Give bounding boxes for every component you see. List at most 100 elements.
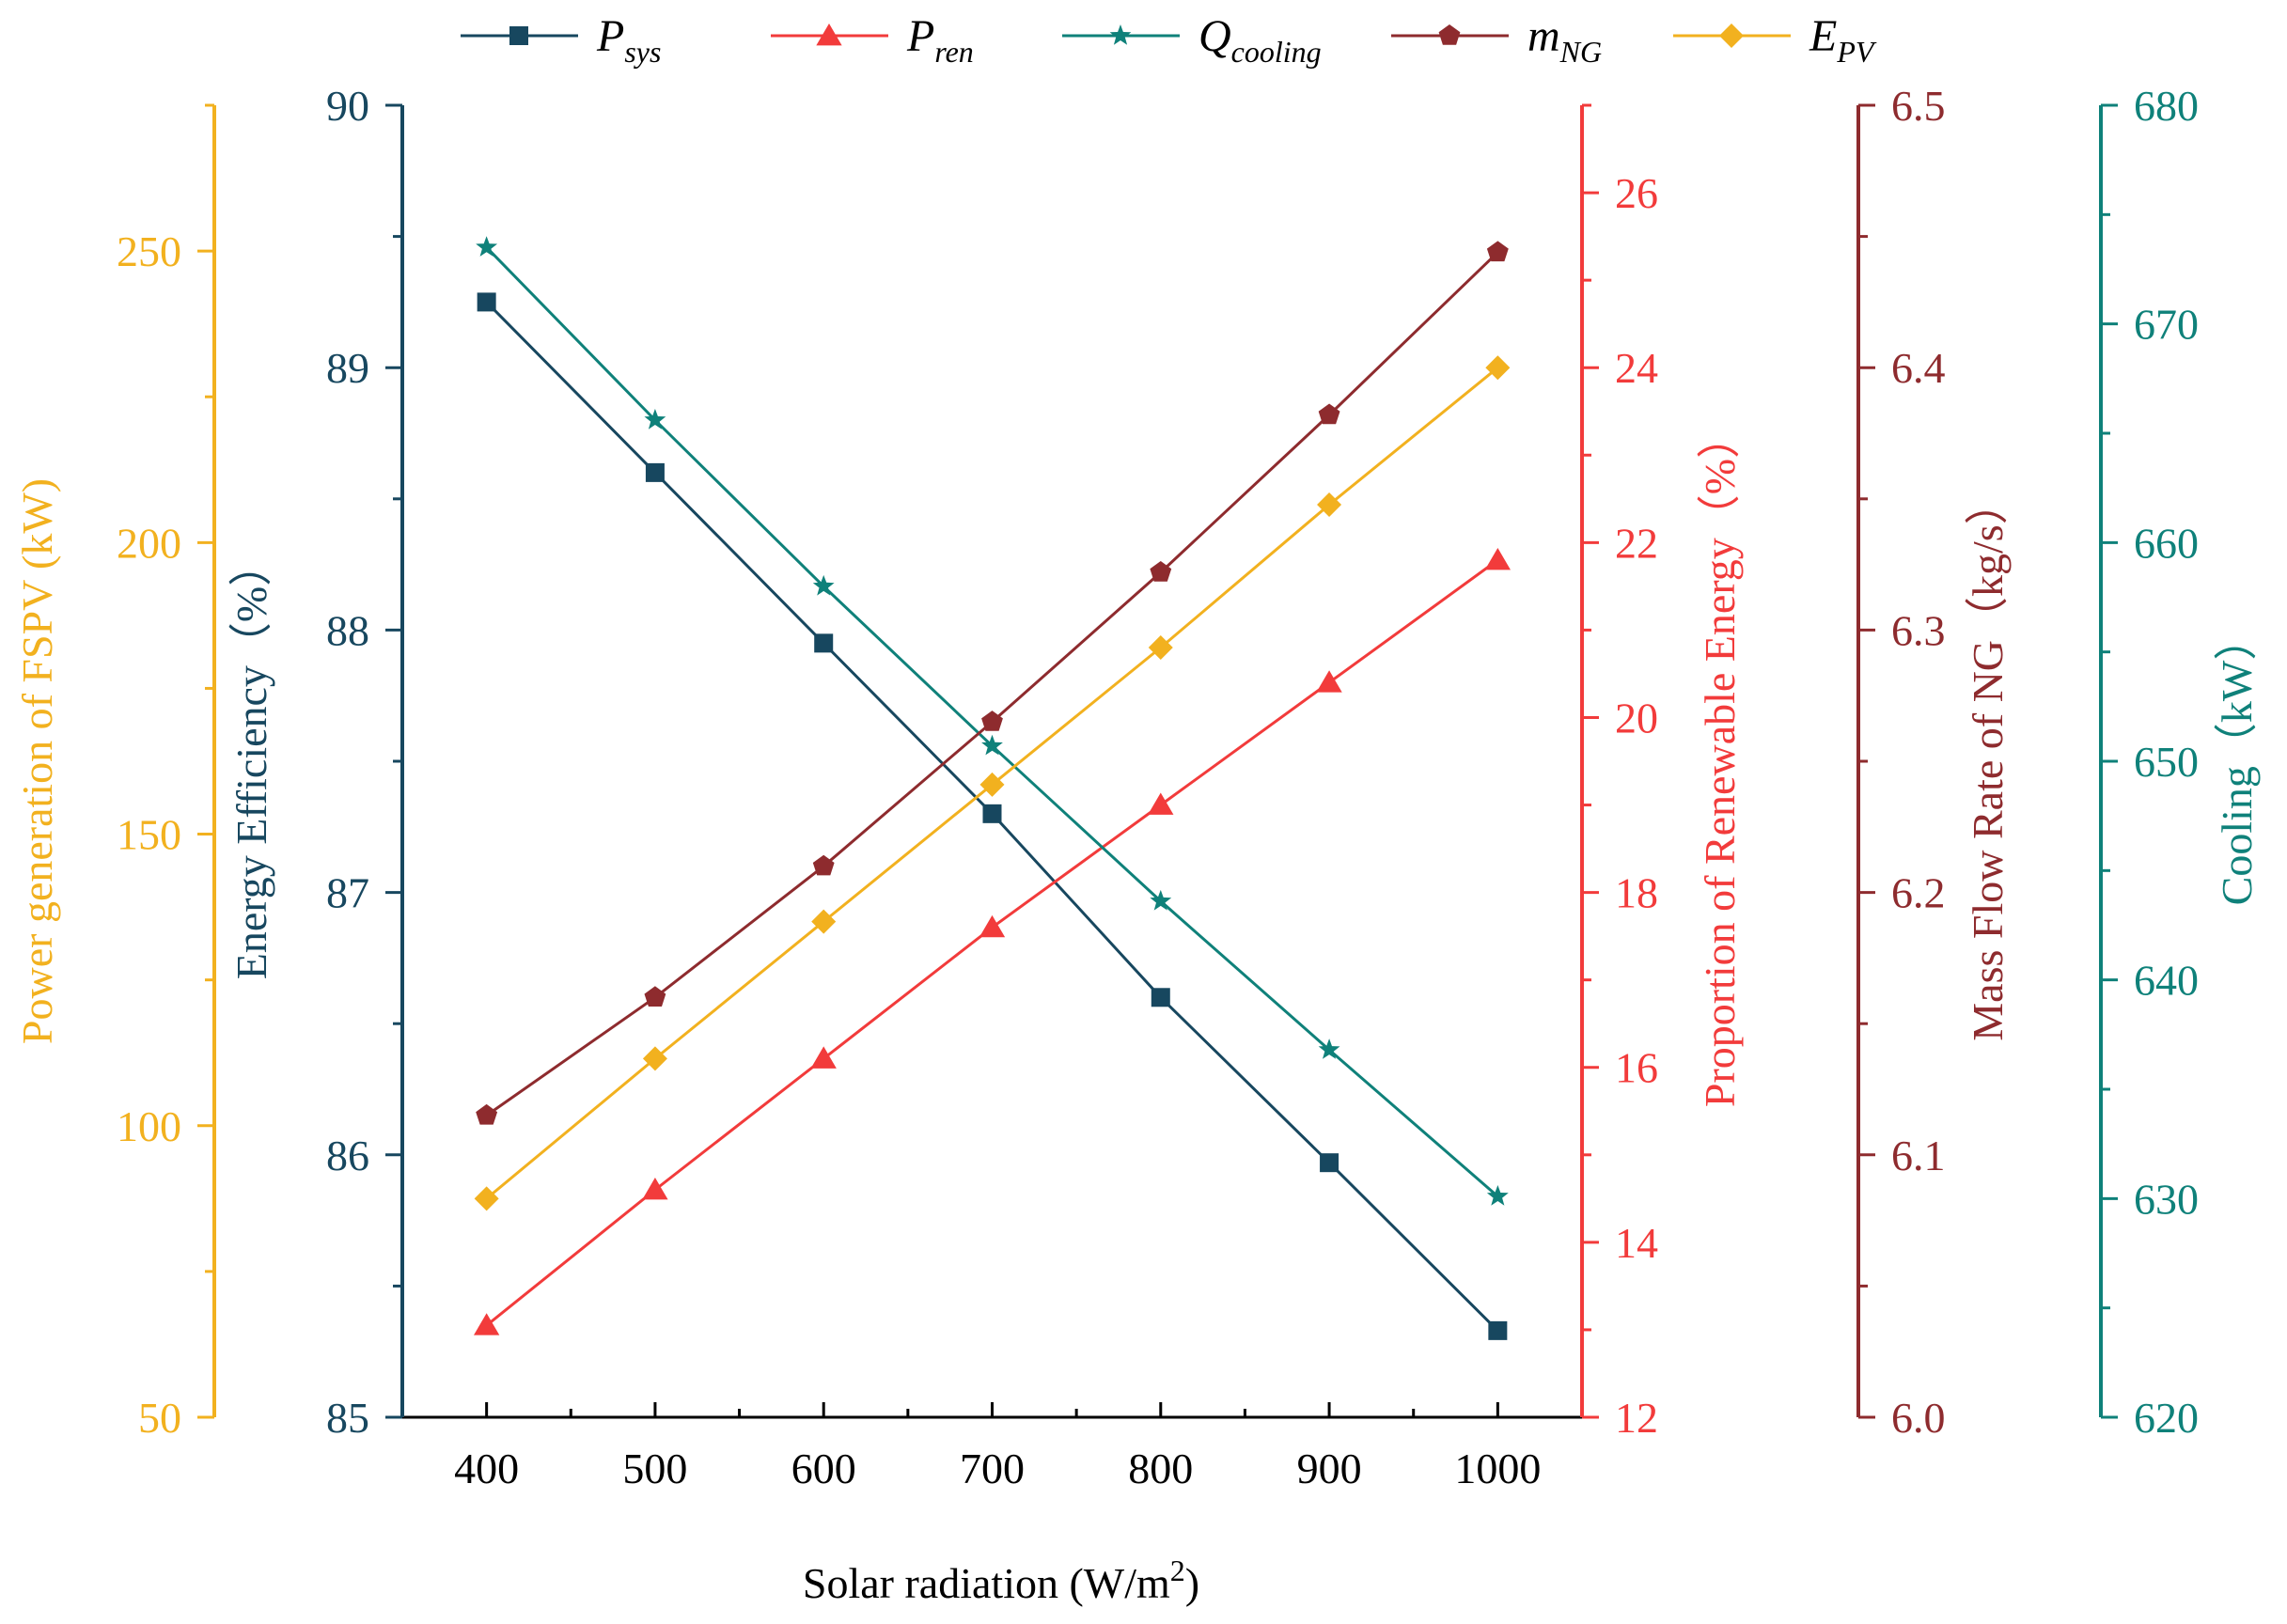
series-Q_cooling (476, 236, 1509, 1206)
data-point-P_sys (645, 462, 665, 482)
data-point-Q_cooling (981, 734, 1003, 756)
data-point-E_PV (1485, 355, 1511, 381)
ng-axis: 6.0 6.1 6.2 6.3 6.4 6.5 Mass Flow Rate of NG（k… (1856, 82, 2012, 1442)
data-point-P_ren (1316, 670, 1342, 693)
data-point-P_ren (1484, 547, 1512, 570)
data-point-E_PV (642, 1046, 667, 1071)
ren-tick-label: 26 (1615, 169, 1658, 217)
eff-axis: 85 86 87 88 89 90 Energy Efficiency（%） (227, 82, 404, 1442)
data-point-E_PV (474, 1186, 499, 1211)
legend-label-P_ren: Pren (906, 11, 974, 69)
eff-tick-label: 86 (326, 1132, 369, 1179)
data-point-P_sys (1151, 988, 1170, 1007)
x-tick-label: 1000 (1454, 1444, 1541, 1492)
ren-tick-label: 16 (1615, 1044, 1658, 1092)
cool-tick-label: 620 (2134, 1394, 2199, 1442)
cool-tick-label: 680 (2134, 82, 2199, 130)
data-point-E_PV (811, 909, 837, 934)
x-tick-label: 900 (1297, 1444, 1362, 1492)
data-point-Q_cooling (476, 236, 498, 257)
data-point-m_NG (1150, 561, 1172, 582)
pv-axis-title: Power generation of FSPV (kW) (13, 478, 61, 1044)
ng-tick-label: 6.4 (1891, 344, 1946, 392)
data-point-Q_cooling (812, 574, 835, 596)
ren-tick-label: 20 (1615, 694, 1658, 742)
series-E_PV (474, 355, 1511, 1211)
plot-area (473, 236, 1512, 1340)
ren-tick-label: 24 (1615, 344, 1658, 392)
eff-tick-label: 87 (326, 869, 369, 917)
ng-tick-label: 6.1 (1891, 1132, 1946, 1179)
x-tick-label: 600 (791, 1444, 856, 1492)
ren-axis: 12 14 16 18 20 22 24 26 Proportion of Renewable … (1580, 103, 1744, 1442)
series-P_ren (473, 547, 1512, 1335)
data-point-E_PV (1148, 635, 1173, 661)
ng-tick-label: 6.2 (1891, 869, 1946, 917)
cool-axis-title: Cooling（kW） (2213, 617, 2261, 906)
data-point-Q_cooling (1486, 1185, 1509, 1206)
series-line-P_ren (485, 558, 1499, 1327)
cool-tick-label: 630 (2134, 1175, 2199, 1223)
cool-tick-label: 670 (2134, 301, 2199, 349)
legend-marker-m_NG (1438, 24, 1461, 45)
data-point-P_ren (979, 914, 1006, 938)
series-line-m_NG (485, 251, 1499, 1117)
pv-tick-label: 50 (138, 1394, 181, 1442)
data-point-m_NG (644, 986, 666, 1007)
series-P_sys (477, 292, 1508, 1340)
legend-marker-Q_cooling (1109, 24, 1132, 45)
data-point-Q_cooling (1150, 889, 1172, 911)
eff-tick-label: 85 (326, 1394, 369, 1442)
cool-tick-label: 660 (2134, 519, 2199, 567)
legend-label-E_PV: EPV (1809, 11, 1877, 69)
pv-tick-label: 100 (117, 1102, 181, 1150)
data-point-P_ren (810, 1046, 837, 1069)
data-point-P_ren (642, 1178, 668, 1200)
data-point-m_NG (981, 710, 1003, 731)
legend-item-m_NG: mNG (1391, 11, 1602, 69)
legend-marker-E_PV (1719, 23, 1744, 48)
eff-tick-label: 90 (326, 82, 369, 130)
ren-tick-label: 18 (1615, 869, 1658, 917)
pv-tick-label: 250 (117, 227, 181, 275)
cool-tick-label: 650 (2134, 738, 2199, 786)
eff-tick-label: 89 (326, 344, 369, 392)
legend-marker-P_sys (509, 26, 528, 45)
x-tick-label: 400 (454, 1444, 519, 1492)
x-tick-label: 700 (960, 1444, 1025, 1492)
ng-axis-title: Mass Flow Rate of NG（kg/s） (1964, 481, 2012, 1040)
data-point-P_sys (1488, 1320, 1508, 1340)
ren-tick-label: 12 (1615, 1394, 1658, 1442)
legend-label-Q_cooling: Qcooling (1198, 11, 1322, 69)
data-point-m_NG (1486, 241, 1509, 262)
x-tick-label: 500 (622, 1444, 687, 1492)
data-point-m_NG (1318, 403, 1340, 425)
data-point-E_PV (979, 772, 1005, 797)
legend-item-Q_cooling: Qcooling (1062, 11, 1322, 69)
ng-tick-label: 6.3 (1891, 606, 1946, 654)
axes: 400 500 600 700 800 900 1000 50 100 150 200 250 Powe… (13, 82, 2261, 1492)
legend-item-P_ren: Pren (771, 11, 974, 69)
x-axis-title: Solar radiation (W/m2) (803, 1554, 1199, 1607)
ng-tick-label: 6.0 (1891, 1394, 1946, 1442)
cool-tick-label: 640 (2134, 957, 2199, 1005)
pv-axis: 50 100 150 200 250 Power generation of FSPV (… (13, 103, 216, 1442)
legend-marker-P_ren (816, 23, 842, 46)
data-point-P_sys (814, 633, 834, 653)
ren-tick-label: 22 (1615, 519, 1658, 567)
data-point-E_PV (1317, 492, 1342, 518)
eff-tick-label: 88 (326, 606, 369, 654)
legend: Psys Pren Qcooling mNG EPV (461, 11, 1877, 69)
pv-tick-label: 150 (117, 811, 181, 859)
data-point-P_sys (477, 292, 496, 312)
data-point-Q_cooling (1318, 1038, 1340, 1059)
data-point-m_NG (476, 1103, 498, 1125)
legend-label-m_NG: mNG (1527, 11, 1602, 69)
data-point-P_sys (982, 804, 1002, 823)
legend-label-P_sys: Psys (596, 11, 661, 69)
ren-tick-label: 14 (1615, 1219, 1658, 1267)
series-m_NG (476, 241, 1509, 1125)
ng-tick-label: 6.5 (1891, 82, 1946, 130)
ren-axis-title: Proportion of Renewable Energy（%） (1696, 415, 1744, 1107)
